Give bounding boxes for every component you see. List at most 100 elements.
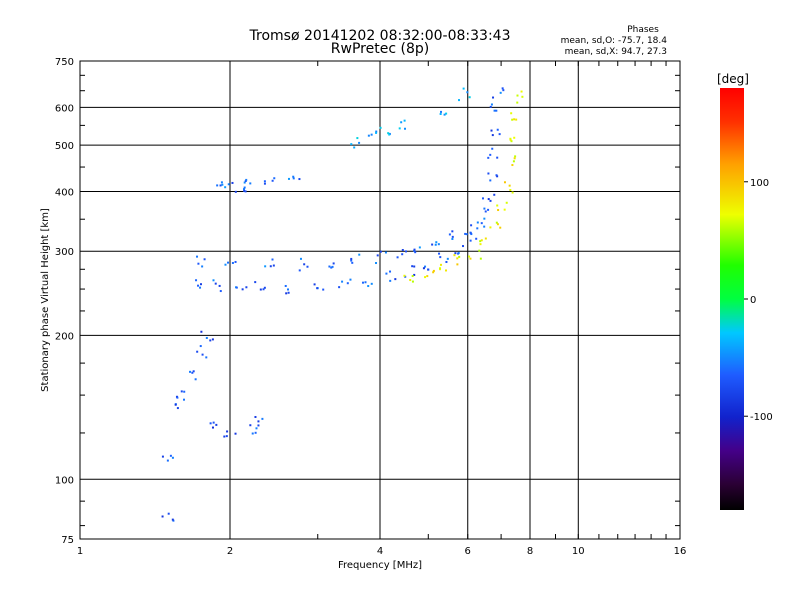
- data-point: [511, 118, 514, 121]
- data-point: [194, 378, 197, 381]
- data-point: [192, 370, 195, 373]
- data-point: [350, 257, 353, 260]
- data-point: [496, 128, 499, 131]
- data-point: [176, 396, 179, 399]
- data-point: [480, 239, 483, 242]
- data-point: [254, 415, 257, 418]
- data-point: [493, 193, 496, 196]
- data-point: [481, 197, 484, 200]
- data-point: [398, 127, 401, 130]
- data-points: [161, 87, 524, 522]
- data-point: [306, 265, 309, 268]
- data-point: [495, 221, 498, 224]
- data-point: [361, 281, 364, 284]
- data-point: [249, 424, 252, 427]
- y-tick-label: 500: [55, 141, 74, 152]
- data-point: [183, 390, 186, 393]
- data-point: [451, 230, 454, 233]
- data-point: [411, 265, 414, 268]
- y-axis-label: Stationary phase Virtual Height [km]: [40, 208, 51, 392]
- data-point: [219, 290, 222, 293]
- data-point: [511, 191, 514, 194]
- data-point: [298, 178, 301, 181]
- data-point: [451, 237, 454, 240]
- data-point: [249, 182, 252, 185]
- data-point: [513, 136, 516, 139]
- data-point: [353, 146, 356, 149]
- data-point: [220, 181, 223, 184]
- data-point: [214, 282, 217, 285]
- data-point: [161, 455, 164, 458]
- data-point: [350, 259, 353, 262]
- x-tick-label: 6: [465, 546, 471, 557]
- data-point: [465, 233, 468, 236]
- data-point: [316, 287, 319, 290]
- data-point: [205, 356, 208, 359]
- data-point: [351, 261, 354, 264]
- y-tick-label: 100: [55, 475, 74, 486]
- data-point: [227, 261, 230, 264]
- data-point: [259, 288, 262, 291]
- data-point: [201, 353, 204, 356]
- data-point: [502, 89, 505, 92]
- data-point: [501, 87, 504, 90]
- data-point: [487, 172, 490, 175]
- data-point: [209, 422, 212, 425]
- data-point: [427, 268, 430, 271]
- data-point: [405, 250, 408, 253]
- data-point: [509, 138, 512, 141]
- data-point: [245, 178, 248, 181]
- data-point: [244, 190, 247, 193]
- colorbar-tick-label: 100: [750, 178, 769, 189]
- data-point: [457, 252, 460, 255]
- data-point: [385, 272, 388, 275]
- data-point: [244, 179, 247, 182]
- x-tick-label: 2: [227, 546, 233, 557]
- data-point: [462, 87, 465, 90]
- data-point: [234, 432, 237, 435]
- data-point: [469, 257, 472, 260]
- chart-subtitle: RwPretec (8p): [331, 41, 429, 57]
- stats-header: Phases: [627, 25, 659, 35]
- data-point: [251, 432, 254, 435]
- data-point: [224, 186, 227, 189]
- data-point: [167, 512, 170, 515]
- data-point: [464, 232, 467, 235]
- data-point: [211, 426, 214, 429]
- data-point: [440, 110, 443, 113]
- data-point: [456, 263, 459, 266]
- data-point: [387, 132, 390, 135]
- data-point: [183, 398, 186, 401]
- data-point: [367, 285, 370, 288]
- data-point: [476, 227, 479, 230]
- data-point: [451, 235, 454, 238]
- stats-o-mode: mean, sd,O: -75.7, 18.4: [561, 36, 668, 46]
- data-point: [516, 94, 519, 97]
- data-point: [176, 407, 179, 410]
- data-point: [375, 262, 378, 265]
- data-point: [431, 243, 434, 246]
- data-point: [197, 284, 200, 287]
- data-point: [330, 266, 333, 269]
- data-point: [498, 133, 501, 136]
- data-point: [199, 286, 202, 289]
- data-point: [432, 269, 435, 272]
- axis-ticks: 1 2 4 6 8 10 16 75 100 200 300 400 500 600 750: [55, 57, 686, 557]
- data-point: [496, 204, 499, 207]
- data-point: [303, 263, 306, 266]
- data-point: [513, 118, 516, 121]
- data-point: [370, 133, 373, 136]
- data-point: [503, 208, 506, 211]
- data-point: [287, 177, 290, 180]
- data-point: [411, 280, 414, 283]
- y-tick-label: 400: [55, 187, 74, 198]
- chart-title: Tromsø 20141202 08:32:00-08:33:43: [249, 28, 511, 44]
- data-point: [263, 180, 266, 183]
- data-point: [414, 251, 417, 254]
- x-tick-label: 8: [527, 546, 533, 557]
- data-point: [254, 281, 257, 284]
- data-point: [434, 243, 437, 246]
- data-point: [341, 280, 344, 283]
- data-point: [466, 91, 469, 94]
- data-point: [403, 274, 406, 277]
